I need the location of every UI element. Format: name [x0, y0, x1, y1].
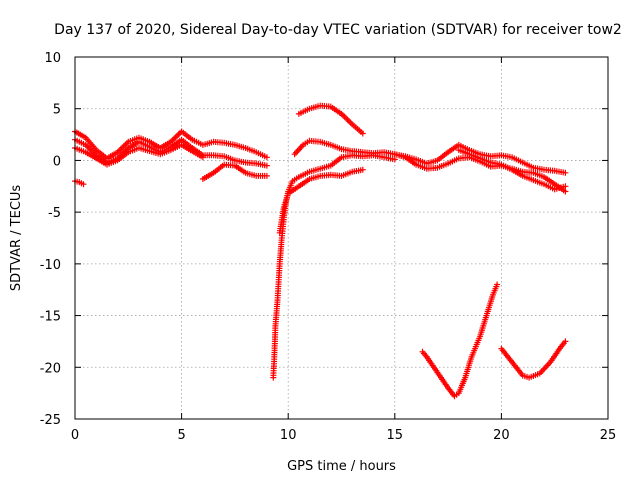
- y-tick-label: -5: [48, 206, 61, 221]
- axis-ticks: 0 5 10 15 20 25 10 5 0 -5 -10 -15 -20 -25: [40, 51, 617, 443]
- data-point: [263, 162, 270, 169]
- y-tick-label: 10: [44, 51, 61, 66]
- x-tick-label: 25: [600, 428, 617, 443]
- grid-lines: [75, 57, 608, 419]
- data-series: [72, 102, 569, 400]
- series-v-dip: [419, 281, 501, 400]
- x-tick-label: 15: [387, 428, 404, 443]
- series-track-e: [291, 137, 569, 176]
- x-axis-label: GPS time / hours: [287, 459, 396, 474]
- y-tick-label: -10: [40, 258, 61, 273]
- series-track-c: [72, 141, 206, 168]
- y-tick-label: 5: [53, 103, 61, 118]
- plot-frame: [74, 56, 609, 420]
- data-point: [80, 181, 87, 188]
- data-point: [263, 172, 270, 179]
- x-tick-label: 0: [71, 428, 79, 443]
- y-tick-label: -15: [40, 310, 61, 325]
- data-point: [199, 154, 206, 161]
- data-point: [562, 183, 569, 190]
- x-tick-label: 5: [177, 428, 185, 443]
- series-short-a: [72, 178, 87, 188]
- x-tick-label: 20: [493, 428, 510, 443]
- data-point: [562, 188, 569, 195]
- series-line: [422, 284, 498, 398]
- y-tick-label: -20: [40, 361, 61, 376]
- data-point: [562, 169, 569, 176]
- y-tick-label: 0: [53, 154, 61, 169]
- series-dip-b: [276, 166, 366, 236]
- data-point: [562, 338, 569, 345]
- data-point: [359, 130, 366, 137]
- y-axis-label: SDTVAR / TECUs: [9, 185, 24, 292]
- series-track-g: [455, 147, 569, 193]
- data-point: [391, 156, 398, 163]
- series-track-d: [199, 161, 270, 182]
- x-tick-label: 10: [280, 428, 297, 443]
- data-point: [359, 166, 366, 173]
- series-u-dip: [498, 338, 569, 381]
- y-tick-label: -25: [40, 413, 61, 428]
- series-arc-high: [295, 102, 366, 137]
- data-point: [494, 281, 501, 288]
- series-dip-a: [270, 152, 398, 381]
- chart-title: Day 137 of 2020, Sidereal Day-to-day VTE…: [54, 22, 622, 38]
- data-point: [263, 154, 270, 161]
